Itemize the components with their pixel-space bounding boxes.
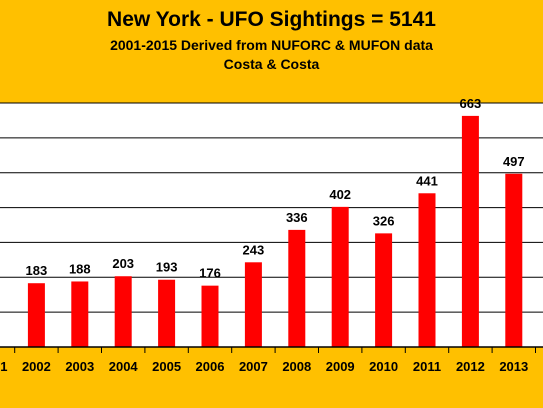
chart-subtitle: 2001-2015 Derived from NUFORC & MUFON da…	[110, 37, 433, 53]
bars	[27, 115, 523, 347]
data-label-2012: 663	[460, 96, 482, 111]
x-tick-labels: 2001 2002 2003 2004 2005 2006 2007 2008 2009 2010…	[0, 347, 543, 374]
x-tick-2011: 2011	[413, 359, 441, 374]
bar-2010	[375, 233, 393, 347]
bar-2004	[114, 276, 132, 347]
x-tick-2004: 2004	[109, 359, 139, 374]
data-label-2008: 336	[286, 210, 308, 225]
bar-2002	[27, 283, 45, 347]
x-tick-2007: 2007	[239, 359, 268, 374]
bar-2009	[331, 206, 349, 347]
bar-2003	[71, 281, 89, 347]
data-label-2009: 402	[329, 187, 351, 202]
bar-2005	[158, 279, 176, 347]
x-tick-2009: 2009	[326, 359, 355, 374]
bar-2006	[201, 285, 219, 347]
x-tick-2012: 2012	[456, 359, 485, 374]
x-tick-2006: 2006	[196, 359, 225, 374]
x-tick-2002: 2002	[22, 359, 51, 374]
data-label-2002: 183	[26, 263, 48, 278]
data-label-2013: 497	[503, 154, 525, 169]
x-tick-2008: 2008	[282, 359, 311, 374]
chart-title: New York - UFO Sightings = 5141	[107, 8, 436, 31]
data-label-2010: 326	[373, 213, 395, 228]
x-tick-2005: 2005	[152, 359, 181, 374]
data-label-2003: 188	[69, 261, 91, 276]
data-label-2006: 176	[199, 266, 221, 281]
bar-2011	[418, 193, 436, 347]
bar-2012	[461, 115, 479, 347]
x-tick-2003: 2003	[65, 359, 94, 374]
data-label-2007: 243	[243, 242, 265, 257]
data-label-2005: 193	[156, 260, 178, 275]
data-labels: 183188203193176243336402326441663497569	[26, 96, 525, 281]
x-tick-2001: 2001	[0, 359, 7, 374]
bar-2008	[288, 229, 306, 347]
plot-area	[0, 103, 543, 347]
data-label-2011: 441	[416, 173, 438, 188]
bar-2013	[505, 173, 523, 347]
chart-credit: Costa & Costa	[223, 56, 320, 72]
data-label-2004: 203	[112, 256, 134, 271]
x-tick-2013: 2013	[499, 359, 528, 374]
bar-2007	[244, 262, 262, 347]
gridlines	[0, 102, 543, 313]
x-tick-2010: 2010	[369, 359, 398, 374]
